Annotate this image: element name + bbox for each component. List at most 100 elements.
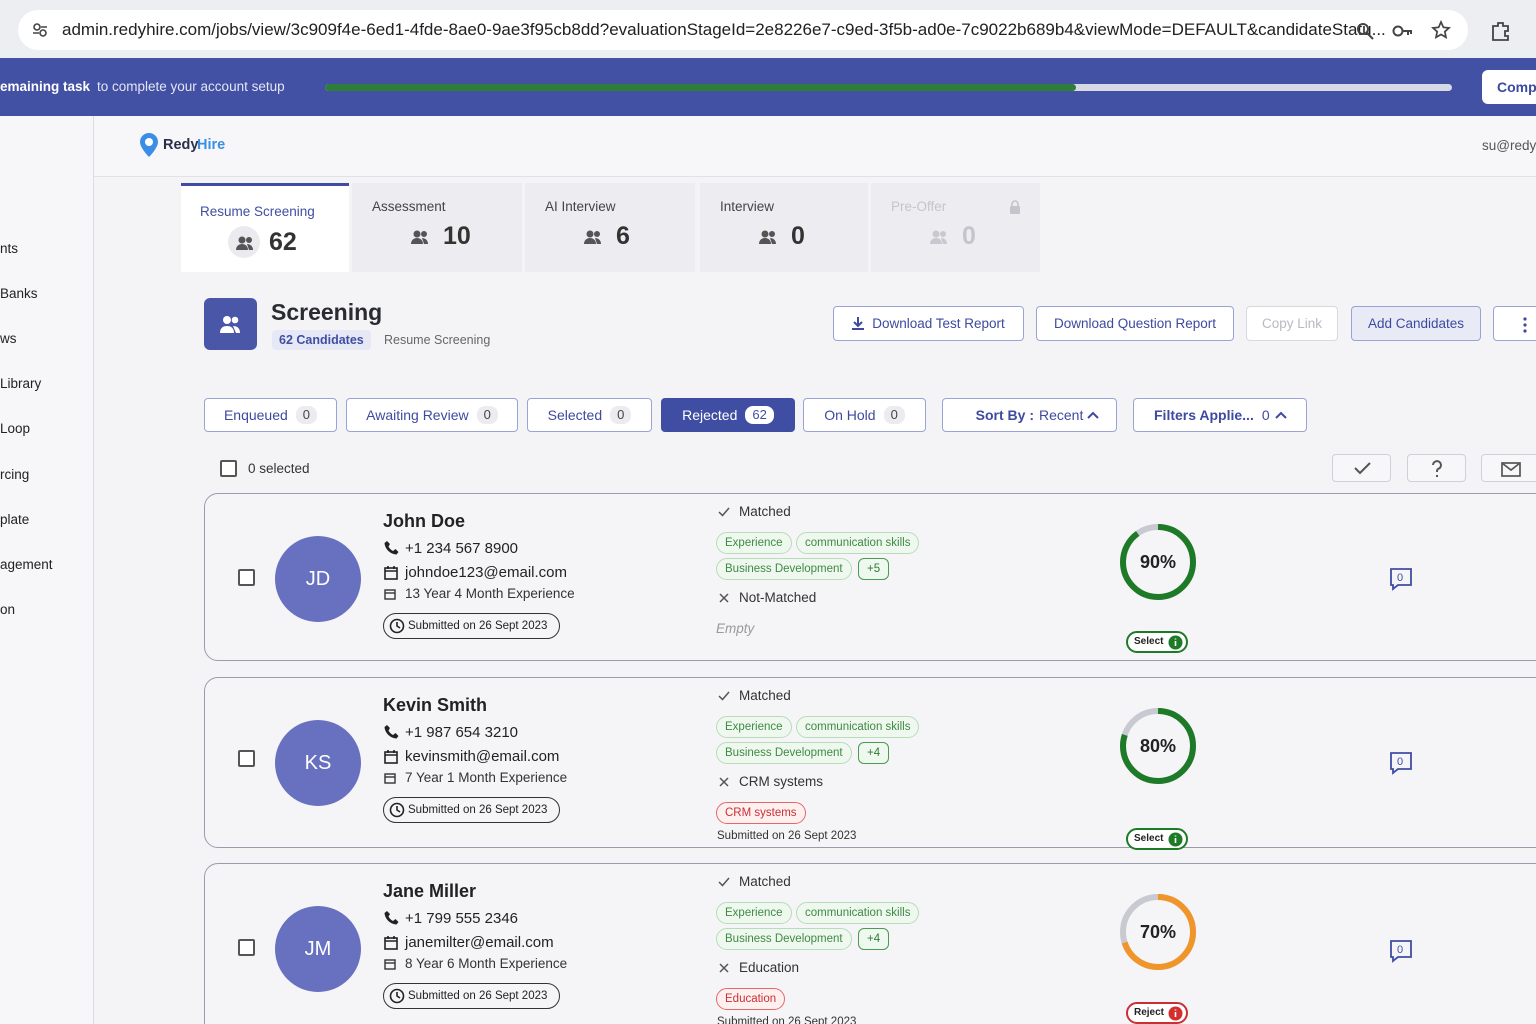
icon [1392,25,1412,37]
candidate-card: JD John Doe +1 234 567 8900 johndoe123@emai… [204,493,1536,661]
sidebar-item[interactable]: plate [0,511,30,527]
filter-count: 0 [476,406,498,424]
candidate-name[interactable]: John Doe [383,511,466,531]
stage-tab[interactable]: AI Interview 6 [525,183,695,272]
stage-count: 0 [791,222,805,250]
url-text: admin.redyhire.com/jobs/view/3c909f4e-6e… [62,20,1386,39]
stage-label: Resume Screening [200,204,315,219]
comment-button[interactable]: 0 [1389,751,1413,775]
not-matched-submitted: Submitted on 26 Sept 2023 [717,830,857,842]
icon [1390,568,1412,591]
not-matched-submitted: Submitted on 26 Sept 2023 [717,1016,857,1024]
sidebar-item[interactable]: agement [0,556,53,572]
candidate-checkbox[interactable] [238,939,255,956]
icon [1523,317,1527,333]
selected-count: 0 selected [248,461,310,476]
sort-label: Sort By : [975,407,1034,423]
complete-button[interactable]: Comp [1482,70,1536,104]
toolbar-button[interactable] [1407,454,1466,482]
icon [719,963,729,973]
matched-tag: Business Development [716,742,852,764]
action-label: Copy Link [1261,316,1323,331]
toolbar-button[interactable] [1332,454,1391,482]
decision-button[interactable]: Reject [1126,1002,1188,1024]
stage-count: 10 [443,222,471,250]
sidebar-item[interactable]: Library [0,376,42,392]
status-filter[interactable]: Rejected 62 [661,398,795,432]
comment-button[interactable]: 0 [1389,567,1413,591]
icon [1492,22,1509,41]
action-button[interactable]: Add Candidates [1351,306,1481,341]
icon [384,911,399,925]
matched-tag: Experience [716,716,792,738]
matched-tag: Experience [716,532,792,554]
top-header [94,116,1536,177]
stage-tab[interactable]: Pre-Offer 0 [871,183,1040,272]
filter-label: Enqueued [223,407,288,423]
candidate-checkbox[interactable] [238,750,255,767]
submitted-text: Submitted on 26 Sept 2023 [408,990,548,1002]
action-label: Download Question Report [1053,316,1217,331]
matched-tag: communication skills [796,716,920,738]
filter-label: On Hold [824,407,876,423]
matched-tag: Business Development [716,928,852,950]
score-arc [1120,894,1196,970]
icon [719,777,729,787]
stage-tab[interactable]: Interview 0 [700,183,868,272]
status-filter[interactable]: On Hold 0 [803,398,926,432]
score-label: 80% [1139,736,1177,756]
sidebar-item[interactable]: Loop [0,421,31,437]
stage-tab[interactable]: Assessment 10 [352,183,522,272]
icon [1431,20,1451,39]
icon [719,593,729,603]
icon [584,230,601,244]
address-bar[interactable]: admin.redyhire.com/jobs/view/3c909f4e-6e… [18,10,1468,50]
candidate-phone: +1 234 567 8900 [405,540,519,557]
banner-text: to complete your account setup [97,79,285,94]
comment-button[interactable]: 0 [1389,939,1413,963]
progress-fill [325,84,1076,91]
status-filter[interactable]: Awaiting Review 0 [346,398,518,432]
decision-button[interactable]: Select [1126,631,1188,653]
stage-label: Interview [720,199,775,214]
not-matched-label: CRM systems [739,774,823,789]
action-button[interactable]: Download Test Report [833,306,1024,341]
status-filter[interactable]: Selected 0 [527,398,652,432]
score-ring [1120,708,1196,784]
screening-icon [204,298,257,350]
toolbar-button[interactable] [1481,454,1536,482]
more-button[interactable] [1493,306,1536,341]
icon [1357,23,1374,40]
not-matched-label: Education [739,960,800,975]
candidate-email: kevinsmith@email.com [405,748,560,765]
logo-a: Redy [163,137,199,153]
status-filter[interactable]: Enqueued 0 [204,398,337,432]
filter-count: 0 [295,406,318,424]
more-tags: +4 [858,928,890,950]
icon [1275,411,1287,419]
icon [1432,460,1442,477]
icon [930,230,947,244]
candidate-name[interactable]: Jane Miller [383,881,477,901]
sidebar-item[interactable]: on [0,601,16,617]
icon [33,23,47,37]
candidate-card: KS Kevin Smith +1 987 654 3210 kevinsmith@e… [204,677,1536,850]
candidates-badge: 62 Candidates [272,330,371,350]
candidate-checkbox[interactable] [238,569,255,586]
stage-tab[interactable]: Resume Screening 62 [181,183,349,272]
not-matched-tag: Education [716,988,786,1010]
filters-label: Filters Applie... [1154,407,1254,423]
matched-tag: communication skills [796,902,920,924]
candidate-name[interactable]: Kevin Smith [383,695,488,715]
action-button[interactable]: Copy Link [1246,306,1338,341]
decision-button[interactable]: Select [1126,828,1188,850]
action-button[interactable]: Download Question Report [1036,306,1234,341]
filters-button[interactable]: Filters Applie... 0 [1133,398,1307,432]
sidebar-item[interactable]: nts [0,241,19,256]
sort-button[interactable]: Sort By : Recent [942,398,1117,432]
filter-count: 0 [883,406,905,424]
sidebar-item[interactable]: ws [0,331,17,347]
select-all-checkbox[interactable] [220,460,237,477]
sidebar-item[interactable]: rcing [0,466,30,482]
sidebar-item[interactable]: Banks [0,286,38,302]
